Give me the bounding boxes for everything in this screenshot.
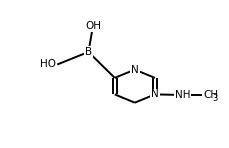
Text: HO: HO xyxy=(40,59,56,69)
Text: 3: 3 xyxy=(211,94,216,103)
Text: CH: CH xyxy=(202,90,217,100)
Text: OH: OH xyxy=(85,21,101,31)
Text: NH: NH xyxy=(174,90,189,100)
Text: N: N xyxy=(150,89,158,99)
Text: N: N xyxy=(130,65,138,75)
Text: B: B xyxy=(85,47,92,57)
